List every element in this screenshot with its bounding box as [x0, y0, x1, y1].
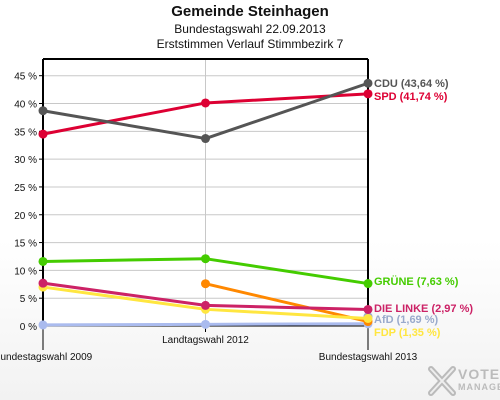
x-tick-label: Bundestagswahl 2013: [319, 352, 418, 363]
series-end-label: FDP (1,35 %): [374, 327, 441, 339]
chart-subtitle: Bundestagswahl 22.09.2013: [174, 22, 326, 36]
data-point: [201, 319, 210, 329]
series-spd: [38, 89, 373, 139]
data-point: [38, 278, 48, 288]
y-tick-label: 40 %: [14, 100, 37, 111]
series-end-label: GRÜNE (7,63 %): [374, 275, 459, 288]
series-line: [205, 282, 369, 324]
series-gr-ne: [38, 254, 373, 289]
y-tick-label: 10 %: [14, 266, 37, 277]
series-end-label: CDU (43,64 %): [374, 78, 449, 90]
y-tick-label: 5 %: [20, 294, 37, 305]
x-tick-label: Bundestagswahl 2009: [0, 352, 93, 363]
data-point: [38, 256, 48, 266]
data-point: [363, 279, 373, 289]
y-tick-label: 20 %: [14, 211, 37, 222]
data-point: [201, 279, 210, 289]
series-end-label: SPD (41,74 %): [374, 91, 448, 103]
vote-manager-logo: VOTE MANAGER: [428, 364, 500, 398]
chart-title: Gemeinde Steinhagen: [171, 3, 329, 20]
y-tick-label: 0 %: [20, 322, 37, 333]
y-tick-label: 45 %: [14, 72, 37, 83]
data-point: [363, 78, 373, 88]
data-point: [363, 313, 373, 323]
data-point: [201, 300, 210, 310]
y-tick-label: 30 %: [14, 155, 37, 166]
series-end-label: DIE LINKE (2,97 %): [374, 303, 473, 315]
series-cdu: [38, 78, 373, 144]
y-tick-label: 25 %: [14, 183, 37, 194]
data-point: [363, 89, 373, 99]
chart-subtitle-2: Erststimmen Verlauf Stimmbezirk 7: [156, 37, 344, 51]
data-point: [201, 254, 210, 264]
data-point: [38, 129, 48, 139]
data-point: [201, 134, 210, 144]
data-point: [363, 304, 373, 314]
data-point: [38, 106, 48, 116]
data-point: [201, 98, 210, 108]
series-end-label: AfD (1,69 %): [374, 314, 439, 326]
series-die-linke: [38, 278, 373, 314]
y-tick-label: 35 %: [14, 127, 37, 138]
logo-line1: VOTE: [458, 366, 500, 382]
data-point: [38, 320, 48, 330]
x-tick-label: Landtagswahl 2012: [162, 335, 249, 346]
y-tick-label: 15 %: [14, 239, 37, 250]
logo-x-icon: [428, 366, 456, 396]
logo-line2: MANAGER: [458, 382, 500, 392]
series-sonstige: [38, 319, 373, 330]
